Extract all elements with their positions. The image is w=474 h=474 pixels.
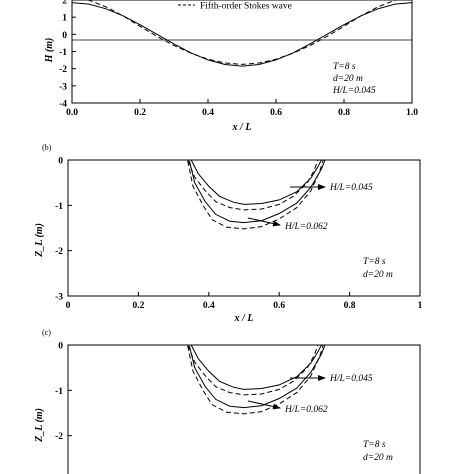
arrow-lower-b [247,217,281,227]
x-axis-label-a: x / L [232,122,252,133]
y-tick-label-0-5: 1 [62,14,67,24]
y-axis-label-c: Z_L (m) [34,408,45,443]
y-tick-label-0-0: -4 [59,100,67,110]
series-line-1-0 [190,159,322,205]
series-line-2-2 [188,344,326,409]
y-tick-label-0-2: -2 [59,65,67,75]
x-tick-label-1-4: 0.8 [344,301,356,311]
y-axis-label-b: Z_L (m) [34,223,45,258]
y-tick-label-0-4: 0 [62,31,67,41]
annotation-steepness-a: H/L=0.045 [332,86,376,96]
label-lower-b: H/L=0.062 [284,222,328,232]
series-line-2-0 [190,344,322,390]
y-tick-label-1-0: -3 [55,293,63,303]
x-tick-label-1-2: 0.4 [203,301,215,311]
x-tick-label-1-1: 0.2 [132,301,144,311]
chart-panel-c: (c) -2 -1 0 H/L=0.045 H/L=0.062 T=8 s d=20… [34,328,421,474]
panel-c-frame [67,344,421,474]
chart-panel-b: (b) 0 0.2 0.4 0.6 0.8 1 -3 -2 -1 0 H/L=0.045 H/L=… [34,143,423,324]
panel-b-frame [67,159,421,297]
x-tick-label-1-0: 0 [66,301,71,311]
y-tick-label-1-3: 0 [58,157,63,167]
x-tick-label-1-5: 1 [418,301,423,311]
x-tick-label-0-1: 0.2 [134,108,146,118]
x-tick-label-0-3: 0.6 [270,108,282,118]
series-line-0-0 [71,2,413,67]
x-tick-label-0-4: 0.8 [338,108,350,118]
y-axis-label-a: H (m) [44,38,55,64]
panel-b-axes: 0 0.2 0.4 0.6 0.8 1 -3 -2 -1 0 [55,157,423,312]
annotation-depth-a: d=20 m [333,74,363,84]
label-upper-c: H/L=0.045 [329,374,373,384]
panel-a-curves [71,0,413,67]
series-line-1-1 [187,159,319,211]
y-tick-label-1-2: -1 [55,202,63,212]
x-tick-label-0-5: 1.0 [406,108,418,118]
y-tick-label-1-1: -2 [55,247,63,257]
y-tick-label-2-2: 0 [58,342,63,352]
label-upper-b: H/L=0.045 [329,183,373,193]
annotation-period-c: T=8 s [363,440,386,450]
y-tick-label-0-6: 2 [62,0,67,7]
x-tick-label-0-0: 0.0 [66,108,78,118]
x-tick-label-0-2: 0.4 [202,108,214,118]
annotation-period-a: T=8 s [333,62,356,72]
legend-label-stokes: Fifth-order Stokes wave [200,1,292,12]
y-tick-label-0-3: -1 [59,48,67,58]
annotation-depth-c: d=20 m [363,453,393,463]
y-tick-label-2-1: -1 [55,387,63,397]
x-tick-label-1-3: 0.6 [273,301,285,311]
series-line-1-3 [187,159,324,230]
panel-tag-c: (c) [42,328,51,337]
annotation-period-b: T=8 s [363,257,386,267]
series-line-0-1 [84,0,400,65]
panel-tag-b: (b) [42,143,52,152]
panel-c-axes: -2 -1 0 [55,342,72,442]
chart-panel-a: 0.0 0.2 0.4 0.6 0.8 1.0 -4 -3 -2 -1 0 1 2 Fifth-orde… [44,0,418,133]
x-axis-label-b: x / L [234,313,254,324]
series-line-1-2 [188,159,326,224]
series-line-2-1 [187,344,319,396]
series-line-2-3 [187,344,324,415]
y-tick-label-2-0: -2 [55,432,63,442]
panel-b-curves [187,159,326,230]
y-tick-label-0-1: -3 [59,82,67,92]
arrow-lower-c [247,400,281,410]
panel-c-curves [187,344,326,415]
panel-a-axes: 0.0 0.2 0.4 0.6 0.8 1.0 -4 -3 -2 -1 0 1 2 [59,0,418,118]
annotation-depth-b: d=20 m [363,270,393,280]
label-lower-c: H/L=0.062 [284,405,328,415]
